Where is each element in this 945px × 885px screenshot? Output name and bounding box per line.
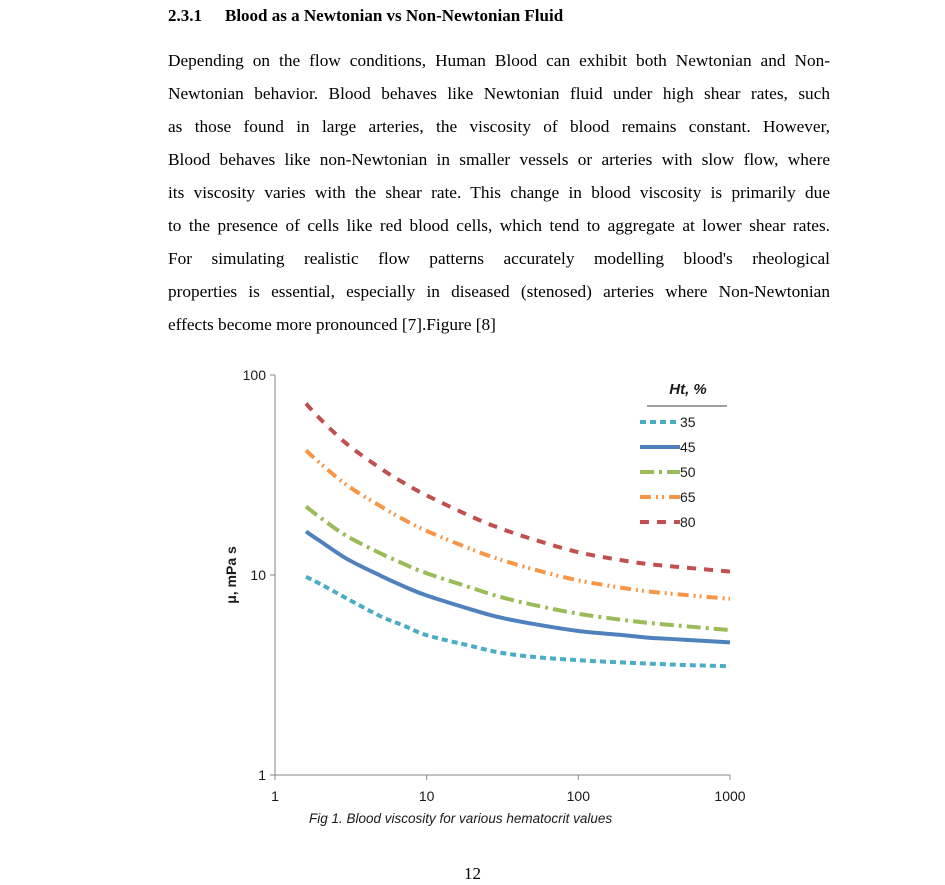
y-tick-label: 10 [250,567,266,583]
legend-label-45: 45 [680,439,696,455]
legend-label-50: 50 [680,464,696,480]
series-line-50 [304,504,731,633]
legend-label-80: 80 [680,514,696,530]
x-tick-label: 10 [419,788,435,804]
page-number: 12 [464,864,481,883]
y-axis-label: μ, mPa s [223,546,239,604]
x-tick-label: 1000 [714,788,745,804]
legend-title: Ht, % [669,381,707,398]
viscosity-chart: 1 10 100 1000 1 10 100 μ, mPa s Ht, % 35 45 50 65 80 [223,367,746,804]
section-number: 2.3.1 [168,6,202,25]
paragraph-line: its viscosity varies with the shear rate… [168,183,830,202]
section-heading: 2.3.1 Blood as a Newtonian vs Non-Newtoni… [168,6,563,26]
paragraph-line: Blood behaves like non-Newtonian in smal… [168,150,830,169]
series-line-35 [305,575,731,669]
x-tick-label: 1 [271,788,279,804]
paragraph-line: as those found in large arteries, the vi… [168,117,830,136]
section-title: Blood as a Newtonian vs Non-Newtonian Fl… [225,6,564,25]
series-line-45 [304,529,731,645]
paragraph-line: to the presence of cells like red blood … [168,216,830,235]
figure-caption: Fig 1. Blood viscosity for various hemat… [309,811,613,826]
legend-label-35: 35 [680,414,696,430]
y-tick-label: 1 [258,767,266,783]
series-line-65 [304,448,731,601]
paragraph-line: For simulating realistic flow patterns a… [168,249,830,268]
x-tick-label: 100 [567,788,591,804]
paragraph-line: properties is essential, especially in d… [168,282,830,301]
paragraph-line: Depending on the flow conditions, Human … [168,51,830,70]
y-tick-label: 100 [243,367,267,383]
legend-label-65: 65 [680,489,696,505]
paragraph-line: effects become more pronounced [7].Figur… [168,315,496,334]
body-paragraph: Depending on the flow conditions, Human … [168,44,830,341]
paragraph-line: Newtonian behavior. Blood behaves like N… [168,84,830,103]
